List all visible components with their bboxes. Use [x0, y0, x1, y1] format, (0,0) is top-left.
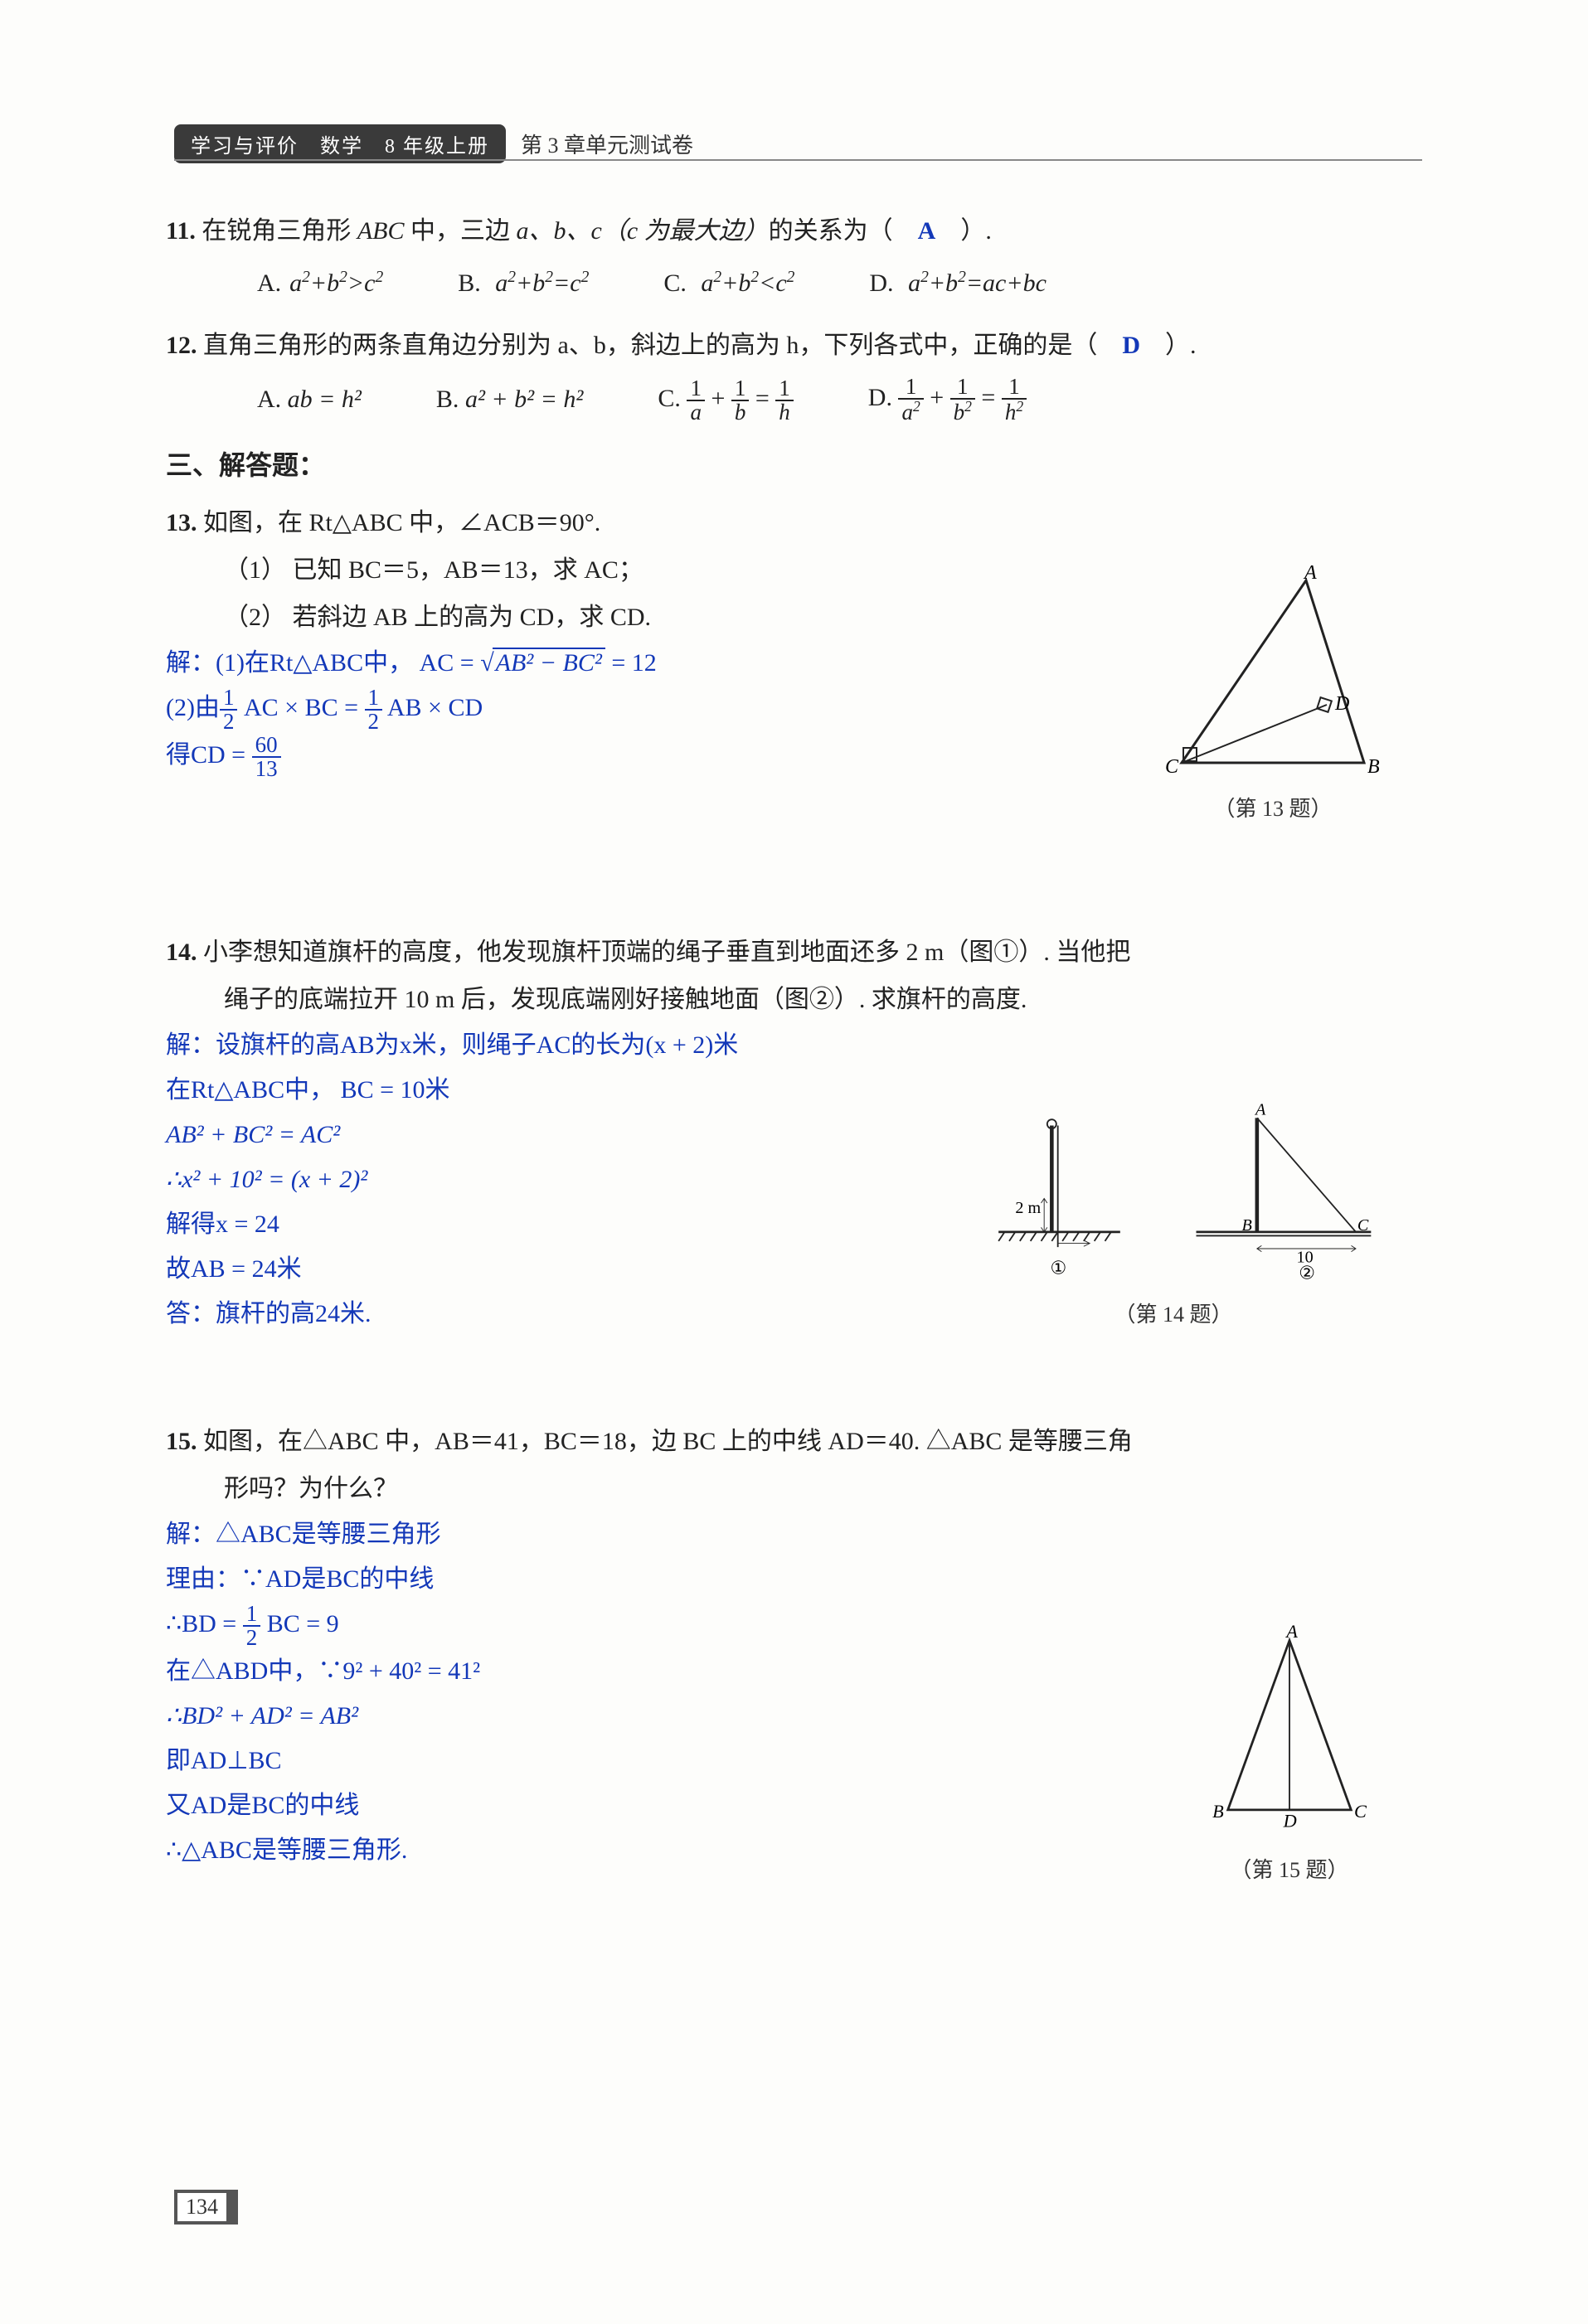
svg-text:A: A: [1284, 1625, 1298, 1642]
flagpole-icon: 2 m ① A B C 10 ②: [949, 1103, 1397, 1285]
page-header: 学习与评价 数学 8 年级上册 第 3 章单元测试卷: [174, 124, 693, 163]
content: 11. 在锐角三角形 ABC 中，三边 a、b、c（c 为最大边）的关系为（ A…: [166, 207, 1422, 1873]
q15-text2: 形吗？为什么？: [224, 1465, 1422, 1512]
svg-text:A: A: [1254, 1103, 1266, 1119]
q11-options: A.a2+b2>c2 B. a2+b2=c2 C. a2+b2<c2 D. a2…: [257, 260, 1422, 307]
q11-opt-d: D. a2+b2=ac+bc: [869, 260, 1047, 307]
q11-opt-a: A.a2+b2>c2: [257, 260, 383, 307]
figure-13-caption: （第 13 题）: [1149, 792, 1397, 822]
q13-text1: 如图，在 Rt△ABC 中，∠ACB＝90°.: [203, 509, 600, 536]
svg-text:C: C: [1357, 1216, 1369, 1235]
svg-text:C: C: [1165, 756, 1179, 778]
triangle-icon: A B C D: [1149, 564, 1397, 779]
q12-number: 12.: [166, 332, 197, 359]
q11-opt-b: B. a2+b2=c2: [458, 260, 589, 307]
q12-opt-c: C. 1a + 1b = 1h: [658, 375, 793, 424]
figure-15: A B C D （第 15 题）: [1182, 1625, 1397, 1884]
q12-answer: D: [1122, 332, 1140, 359]
svg-text:①: ①: [1051, 1257, 1067, 1278]
svg-text:②: ②: [1299, 1263, 1315, 1283]
q13-number: 13.: [166, 509, 197, 536]
spacer: [166, 1351, 1422, 1418]
svg-text:2 m: 2 m: [1015, 1199, 1041, 1217]
svg-text:D: D: [1283, 1810, 1297, 1831]
svg-text:A: A: [1303, 564, 1317, 584]
header-subtitle: 第 3 章单元测试卷: [521, 129, 693, 159]
isoceles-icon: A B C D: [1182, 1625, 1397, 1841]
q14-text1: 小李想知道旗杆的高度，他发现旗杆顶端的绳子垂直到地面还多 2 m（图①）. 当他…: [203, 939, 1130, 966]
q15-text1: 如图，在△ABC 中，AB＝41，BC＝18，边 BC 上的中线 AD＝40. …: [203, 1428, 1133, 1455]
q15-number: 15.: [166, 1428, 197, 1455]
q12-text: 直角三角形的两条直角边分别为 a、b，斜边上的高为 h，下列各式中，正确的是（: [203, 332, 1122, 359]
svg-text:B: B: [1367, 756, 1380, 778]
question-11: 11. 在锐角三角形 ABC 中，三边 a、b、c（c 为最大边）的关系为（ A…: [166, 207, 1422, 307]
page-number: 134: [174, 2190, 238, 2225]
header-pill: 学习与评价 数学 8 年级上册: [174, 124, 506, 163]
q12-opt-d: D. 1a2 + 1b2 = 1h2: [868, 374, 1027, 424]
header-rule: [174, 159, 1422, 161]
q12-options: A. ab = h² B. a² + b² = h² C. 1a + 1b = …: [257, 374, 1422, 424]
q11-number: 11.: [166, 217, 196, 245]
figure-15-caption: （第 15 题）: [1182, 1853, 1397, 1884]
q14-number: 14.: [166, 939, 197, 966]
q11-opt-c: C. a2+b2<c2: [663, 260, 794, 307]
q12-opt-a: A. ab = h²: [257, 376, 362, 423]
spacer: [166, 813, 1422, 929]
page: 学习与评价 数学 8 年级上册 第 3 章单元测试卷 11. 在锐角三角形 AB…: [0, 0, 1588, 2324]
section-3-heading: 三、解答题：: [166, 440, 1422, 491]
figure-13: A B C D （第 13 题）: [1149, 564, 1397, 822]
svg-text:B: B: [1242, 1216, 1252, 1235]
q11-answer: A: [918, 217, 936, 245]
svg-text:C: C: [1354, 1801, 1367, 1822]
svg-text:B: B: [1212, 1801, 1224, 1822]
question-12: 12. 直角三角形的两条直角边分别为 a、b，斜边上的高为 h，下列各式中，正确…: [166, 322, 1422, 424]
q12-opt-b: B. a² + b² = h²: [436, 376, 584, 423]
svg-text:D: D: [1334, 693, 1349, 715]
figure-14-caption: （第 14 题）: [949, 1298, 1397, 1328]
q11-text: 在锐角三角形 ABC 中，三边 a、b、c（c 为最大边）的关系为（ A ）.: [202, 217, 991, 245]
q14-text2: 绳子的底端拉开 10 m 后，发现底端刚好接触地面（图②）. 求旗杆的高度.: [224, 976, 1422, 1023]
figure-14: 2 m ① A B C 10 ② （第 14 题）: [949, 1103, 1397, 1328]
